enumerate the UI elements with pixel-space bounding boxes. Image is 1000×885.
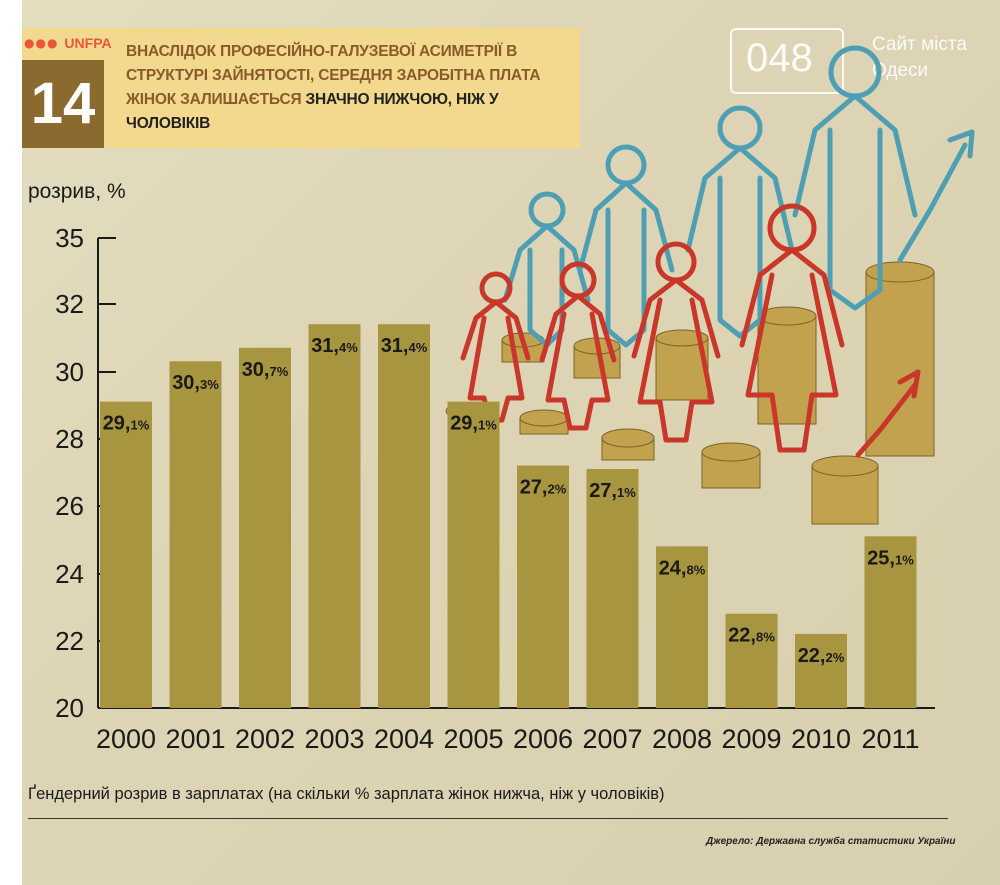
x-tick-label: 2007	[582, 724, 642, 754]
x-tick-label: 2008	[652, 724, 712, 754]
bar-value-label: 29,1%	[103, 413, 150, 435]
x-tick-label: 2002	[235, 724, 295, 754]
bar-2007	[586, 468, 639, 708]
x-tick-label: 2006	[513, 724, 573, 754]
y-axis-label: розрив, %	[28, 180, 126, 203]
men-silhouettes-icon	[502, 45, 975, 348]
logo-text: UNFPA	[64, 35, 112, 51]
site-watermark: 048 Сайт міста Одеси	[730, 14, 1000, 104]
bar-2010	[795, 633, 847, 708]
bar-value-label: 27,1%	[589, 480, 636, 502]
bar-2004	[378, 324, 430, 708]
chart-x-tick-labels: 2000 2001 2002 2003 2004 2005 2006 2007 2008 2009…	[96, 724, 920, 754]
bar-2000	[100, 401, 152, 708]
coin-stacks-icon	[445, 261, 935, 525]
x-tick-label: 2009	[721, 724, 781, 754]
bar-2008	[656, 546, 708, 708]
bar-value-label: 30,3%	[172, 372, 219, 394]
bar-value-label: 27,2%	[520, 477, 567, 499]
bar-value-label: 29,1%	[450, 413, 497, 435]
y-tick-label: 28	[55, 424, 84, 454]
y-tick-label: 35	[55, 223, 84, 253]
chart-caption: Ґендерний розрив в зарплатах (на скільки…	[28, 785, 665, 803]
y-tick-label: 24	[55, 559, 84, 589]
source-note: Джерело: Державна служба статистики Укра…	[706, 836, 956, 847]
figure-number: 14	[22, 60, 104, 148]
logo-dots-icon: ●●●	[24, 36, 59, 50]
bar-value-label: 31,4%	[311, 335, 358, 357]
x-tick-label: 2005	[443, 724, 503, 754]
x-tick-label: 2003	[304, 724, 364, 754]
x-tick-label: 2000	[96, 724, 156, 754]
bar-value-label: 30,7%	[242, 359, 289, 381]
bar-value-label: 24,8%	[659, 557, 706, 579]
y-tick-label: 22	[55, 626, 84, 656]
bar-2009	[725, 613, 778, 708]
bar-value-label: 22,8%	[728, 625, 775, 647]
headline-emphasis: ЗНАЧНО НИЖЧОЮ, НІЖ У ЧОЛОВІКІВ	[126, 91, 499, 132]
bar-2002	[239, 347, 291, 708]
bar-2006	[517, 465, 569, 708]
bar-2003	[308, 324, 361, 708]
bar-2001	[169, 361, 222, 708]
footer-divider	[28, 818, 948, 819]
watermark-number: 048	[746, 36, 813, 80]
x-tick-label: 2011	[861, 724, 919, 754]
header-band	[22, 28, 580, 148]
bar-value-label: 25,1%	[867, 547, 914, 569]
y-tick-label: 20	[55, 693, 84, 723]
y-tick-label: 30	[55, 357, 84, 387]
bar-2005	[447, 401, 500, 708]
x-tick-label: 2001	[165, 724, 225, 754]
x-tick-label: 2004	[374, 724, 434, 754]
chart-bars	[100, 324, 917, 708]
chart-value-labels: 29,1% 30,3% 30,7% 31,4% 31,4% 29,1% 27,2% 27,1%…	[103, 335, 915, 667]
bar-value-label: 22,2%	[798, 645, 845, 667]
women-silhouettes-icon	[460, 203, 921, 458]
bar-2011	[864, 536, 917, 708]
y-tick-label: 32	[55, 289, 84, 319]
x-tick-label: 2010	[791, 724, 851, 754]
unfpa-logo: ●●● UNFPA	[22, 28, 112, 58]
y-tick-label: 26	[55, 491, 84, 521]
headline: ВНАСЛІДОК ПРОФЕСІЙНО-ГАЛУЗЕВОЇ АСИМЕТРІЇ…	[126, 40, 576, 136]
chart-y-tick-labels: 20 22 24 26 28 30 32 35	[55, 223, 84, 723]
watermark-frame-icon	[730, 28, 844, 94]
watermark-text: Сайт міста Одеси	[872, 34, 967, 81]
headline-part1: ВНАСЛІДОК ПРОФЕСІЙНО-ГАЛУЗЕВОЇ АСИМЕТРІЇ…	[126, 43, 541, 108]
bar-value-label: 31,4%	[381, 335, 428, 357]
page-margin	[0, 0, 22, 885]
